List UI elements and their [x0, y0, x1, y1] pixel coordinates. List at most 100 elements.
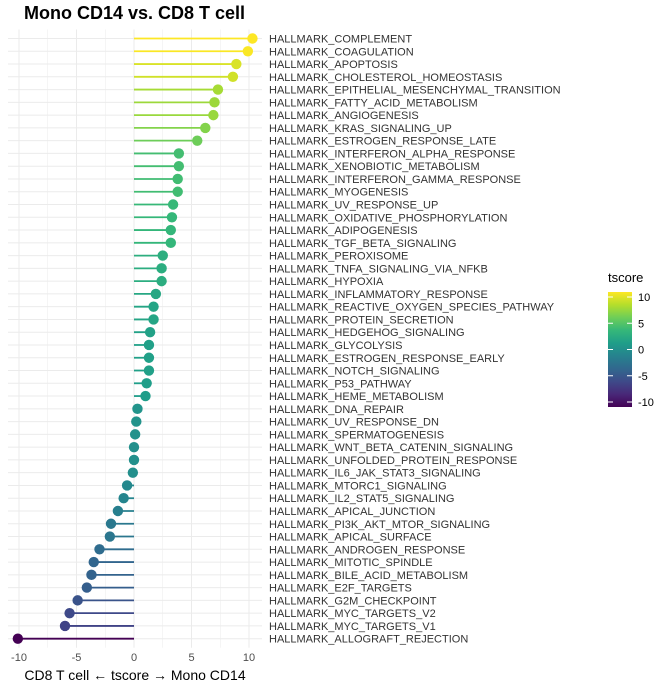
pathway-label: HALLMARK_INFLAMMATORY_RESPONSE — [269, 289, 488, 301]
pathway-label: HALLMARK_UV_RESPONSE_DN — [269, 417, 439, 429]
lollipop-point — [72, 595, 83, 606]
legend-tick-label: 5 — [638, 318, 644, 330]
pathway-label: HALLMARK_ESTROGEN_RESPONSE_EARLY — [269, 353, 505, 365]
pathway-label: HALLMARK_MTORC1_SIGNALING — [269, 480, 447, 492]
legend-tick-label: 0 — [638, 345, 644, 357]
lollipop-point — [150, 288, 162, 300]
pathway-label: HALLMARK_ALLOGRAFT_REJECTION — [269, 634, 468, 646]
x-axis-ticks: -10 -5 0 5 10 — [11, 652, 255, 664]
lollipop-point — [212, 84, 224, 95]
lollipop-point — [129, 429, 141, 440]
lollipop-point — [88, 556, 99, 568]
pathway-label: HALLMARK_FATTY_ACID_METABOLISM — [269, 97, 478, 109]
lollipop-point — [227, 71, 239, 83]
pathway-label: HALLMARK_APICAL_SURFACE — [269, 532, 432, 544]
lollipop-point — [143, 339, 155, 351]
lollipop-point — [121, 480, 133, 491]
pathway-label: HALLMARK_REACTIVE_OXYGEN_SPECIES_PATHWAY — [269, 302, 555, 314]
pathway-label: HALLMARK_UNFOLDED_PROTEIN_RESPONSE — [269, 455, 517, 467]
pathway-label: HALLMARK_CHOLESTEROL_HOMEOSTASIS — [269, 72, 502, 84]
pathway-label: HALLMARK_WNT_BETA_CATENIN_SIGNALING — [269, 442, 513, 454]
lollipop-point — [127, 467, 139, 478]
pathway-label: HALLMARK_IL6_JAK_STAT3_SIGNALING — [269, 468, 481, 480]
pathway-label: HALLMARK_COAGULATION — [269, 46, 414, 58]
pathway-label: HALLMARK_TNFA_SIGNALING_VIA_NFKB — [269, 263, 488, 275]
lollipop-point — [118, 493, 129, 504]
lollipop-point — [192, 135, 203, 146]
lollipop-point — [173, 161, 185, 172]
pathway-label: HALLMARK_MITOTIC_SPINDLE — [269, 557, 433, 569]
lollipop-point — [165, 224, 176, 236]
pathway-label: HALLMARK_PEROXISOME — [269, 251, 408, 263]
lollipop-point — [200, 122, 211, 134]
pathway-label: HALLMARK_ESTROGEN_RESPONSE_LATE — [269, 136, 496, 148]
lollipop-point — [86, 569, 97, 581]
x-tick-label: 5 — [188, 652, 194, 664]
pathway-label: HALLMARK_PROTEIN_SECRETION — [269, 314, 454, 326]
x-tick-label: 10 — [243, 652, 255, 664]
pathway-label: HALLMARK_HEME_METABOLISM — [269, 391, 444, 403]
pathway-label: HALLMARK_ANDROGEN_RESPONSE — [269, 544, 465, 556]
x-tick-label: -10 — [11, 652, 27, 664]
chart-title: Mono CD14 vs. CD8 T cell — [24, 3, 246, 23]
lollipop-point — [247, 33, 258, 44]
pathway-label: HALLMARK_IL2_STAT5_SIGNALING — [269, 493, 454, 505]
pathway-label: HALLMARK_BILE_ACID_METABOLISM — [269, 570, 468, 582]
lollipop-point — [148, 301, 159, 312]
lollipop-point — [156, 263, 167, 274]
lollipop-point — [231, 58, 242, 70]
lollipop-point — [148, 314, 159, 325]
lollipop-points — [12, 33, 258, 644]
pathway-label: HALLMARK_MYC_TARGETS_V2 — [269, 608, 436, 620]
pathway-label: HALLMARK_APOPTOSIS — [269, 59, 398, 71]
lollipop-point — [105, 518, 117, 529]
pathway-label: HALLMARK_SPERMATOGENESIS — [269, 429, 444, 441]
lollipop-point — [173, 148, 185, 159]
pathway-labels: HALLMARK_COMPLEMENTHALLMARK_COAGULATIONH… — [269, 34, 561, 646]
lollipop-point — [157, 250, 168, 261]
lollipop-point — [141, 378, 152, 389]
legend-tick-label: 10 — [638, 292, 650, 304]
lollipop-point — [131, 416, 142, 427]
legend-ticks: 10 5 0 -5 -10 — [608, 292, 654, 409]
pathway-label: HALLMARK_ANGIOGENESIS — [269, 110, 419, 122]
lollipop-point — [156, 275, 167, 287]
pathway-label: HALLMARK_XENOBIOTIC_METABOLISM — [269, 161, 480, 173]
lollipop-point — [144, 327, 156, 338]
pathway-label: HALLMARK_G2M_CHECKPOINT — [269, 595, 437, 607]
lollipop-point — [94, 544, 105, 555]
lollipop-point — [209, 97, 220, 108]
lollipop-point — [167, 199, 179, 210]
pathway-label: HALLMARK_OXIDATIVE_PHOSPHORYLATION — [269, 212, 507, 224]
pathway-label: HALLMARK_UV_RESPONSE_UP — [269, 200, 438, 212]
pathway-label: HALLMARK_KRAS_SIGNALING_UP — [269, 123, 452, 135]
lollipop-point — [128, 441, 140, 453]
lollipop-point — [104, 531, 116, 542]
pathway-label: HALLMARK_HEDGEHOG_SIGNALING — [269, 327, 465, 339]
legend-tick-label: -10 — [638, 397, 654, 409]
pathway-label: HALLMARK_MYC_TARGETS_V1 — [269, 621, 436, 633]
pathway-label: HALLMARK_HYPOXIA — [269, 276, 384, 288]
pathway-label: HALLMARK_INTERFERON_ALPHA_RESPONSE — [269, 148, 515, 160]
lollipop-point — [172, 186, 183, 197]
lollipop-point — [143, 365, 155, 376]
lollipop-point — [12, 633, 24, 644]
legend: tscore 10 5 0 -5 -10 — [608, 270, 654, 409]
lollipop-point — [140, 390, 151, 402]
pathway-label: HALLMARK_MYOGENESIS — [269, 187, 408, 199]
pathway-label: HALLMARK_TGF_BETA_SIGNALING — [269, 238, 456, 250]
lollipop-point — [208, 109, 219, 121]
pathway-label: HALLMARK_APICAL_JUNCTION — [269, 506, 435, 518]
legend-title: tscore — [608, 270, 643, 285]
lollipop-point — [172, 173, 183, 185]
pathway-label: HALLMARK_GLYCOLYSIS — [269, 340, 402, 352]
pathway-label: HALLMARK_PI3K_AKT_MTOR_SIGNALING — [269, 519, 490, 531]
lollipop-point — [165, 237, 176, 249]
pathway-label: HALLMARK_COMPLEMENT — [269, 34, 412, 46]
x-tick-label: 0 — [131, 652, 137, 664]
legend-tick-label: -5 — [638, 371, 648, 383]
lollipop-point — [132, 403, 143, 415]
x-tick-label: -5 — [72, 652, 82, 664]
pathway-label: HALLMARK_ADIPOGENESIS — [269, 225, 418, 237]
